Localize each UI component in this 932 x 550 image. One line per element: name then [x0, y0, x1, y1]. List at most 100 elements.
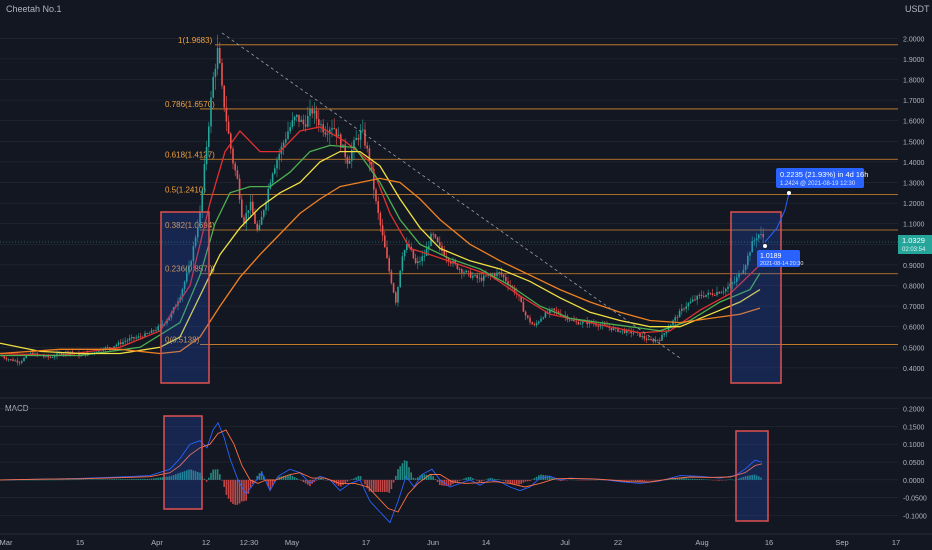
- macd-histogram-bar: [599, 479, 602, 481]
- macd-histogram-bar: [214, 469, 217, 480]
- macd-histogram-bar: [307, 479, 309, 485]
- current-price-tag: [898, 235, 932, 254]
- candle-body: [553, 308, 555, 311]
- macd-histogram-bar: [208, 477, 210, 480]
- candle-body: [736, 277, 738, 282]
- candle-body: [260, 216, 263, 225]
- projection-callout[interactable]: [776, 168, 864, 188]
- candle-body: [263, 210, 265, 217]
- macd-histogram-bar: [533, 478, 536, 480]
- candle-body: [302, 119, 305, 125]
- macd-histogram-bar: [480, 479, 483, 482]
- symbol-title: Cheetah No.1: [6, 4, 62, 14]
- macd-histogram-bar: [744, 476, 747, 480]
- macd-histogram-bar: [566, 479, 569, 481]
- candle-body: [170, 312, 173, 318]
- candle-body: [54, 356, 56, 358]
- macd-histogram-bar: [557, 479, 560, 481]
- macd-histogram-bar: [115, 479, 118, 480]
- marker-point: [763, 244, 767, 248]
- candle-body: [355, 137, 357, 141]
- price-tick-label: 1.3000: [903, 180, 925, 187]
- candle-body: [654, 339, 657, 342]
- macd-histogram-bar: [40, 479, 43, 481]
- candle-body: [667, 328, 670, 332]
- candle-body: [247, 210, 250, 214]
- macd-histogram-bar: [172, 475, 175, 480]
- macd-histogram-bar: [465, 477, 467, 480]
- candle-body: [434, 234, 437, 238]
- macd-histogram-bar: [56, 479, 58, 481]
- candle-body: [474, 275, 476, 276]
- price-marker[interactable]: [757, 250, 800, 267]
- price-axis[interactable]: 2.0000 1.9000 1.8000 1.7000 1.6000 1.5000 1.40…: [903, 36, 925, 373]
- candle-body: [483, 275, 485, 281]
- macd-highlight-april[interactable]: [163, 415, 203, 510]
- candle-body: [573, 319, 575, 322]
- macd-histogram-bar: [164, 476, 166, 480]
- macd-histogram-bar: [256, 475, 258, 480]
- macd-histogram-bar: [144, 478, 146, 480]
- macd-histogram-bar: [65, 479, 67, 481]
- candle-body: [208, 126, 210, 147]
- time-tick-label: 22: [614, 538, 622, 547]
- macd-histogram-bar: [197, 471, 199, 480]
- macd-histogram-bar: [670, 479, 672, 480]
- candle-body: [608, 327, 610, 328]
- macd-histogram-bar: [509, 479, 511, 484]
- macd-histogram-bar: [696, 478, 698, 480]
- signal-line: [0, 429, 763, 513]
- time-tick-label: Apr: [151, 538, 163, 547]
- time-axis[interactable]: Mar 15 Apr 12 12:30 May 17 Jun 14 Jul 22 Aug 16 Sep 17: [0, 538, 900, 547]
- macd-histogram-bar: [98, 479, 100, 480]
- macd-histogram-bar: [645, 479, 648, 481]
- fib-level-label: 0.618(1.4127): [165, 150, 215, 159]
- macd-histogram-bar: [190, 469, 192, 480]
- macd-histogram-bar: [637, 479, 639, 482]
- macd-histogram: [1, 460, 762, 505]
- price-tick-label: 0.9000: [903, 263, 925, 270]
- macd-histogram-bar: [260, 471, 263, 480]
- fib-level-label: 1(1.9683): [178, 36, 213, 45]
- macd-histogram-bar: [124, 479, 126, 480]
- candle-body: [219, 48, 221, 63]
- macd-histogram-bar: [249, 479, 252, 488]
- macd-histogram-bar: [194, 471, 197, 480]
- fib-level-label: 0.5(1.2410): [165, 186, 206, 195]
- macd-histogram-bar: [274, 479, 276, 483]
- macd-histogram-bar: [148, 478, 151, 480]
- macd-highlight-august[interactable]: [735, 430, 769, 522]
- candle-body: [291, 120, 294, 128]
- candle-body: [148, 333, 151, 334]
- candle-body: [12, 359, 14, 361]
- candle-body: [674, 317, 676, 321]
- macd-histogram-bar: [102, 479, 104, 480]
- highlight-box-august[interactable]: [730, 211, 782, 384]
- macd-histogram-bar: [298, 479, 300, 480]
- candle-body: [109, 347, 111, 348]
- candle-body: [428, 245, 430, 249]
- candle-body: [760, 233, 762, 235]
- highlight-box-april[interactable]: [160, 211, 210, 384]
- macd-histogram-bar: [390, 479, 393, 490]
- candle-body: [652, 340, 654, 342]
- candle-body: [106, 347, 109, 348]
- macd-histogram-bar: [487, 478, 489, 480]
- macd-histogram-bar: [412, 477, 415, 480]
- macd-histogram-bar: [489, 477, 492, 480]
- macd-histogram-bar: [27, 479, 30, 481]
- macd-lines: [0, 421, 763, 524]
- macd-tick-label: 0.0000: [903, 478, 925, 485]
- moving-average-line: [0, 150, 761, 355]
- macd-histogram-bar: [289, 474, 291, 480]
- macd-axis[interactable]: 0.2000 0.1500 0.1000 0.0500 0.0000 -0.0500 -0.…: [903, 407, 927, 521]
- macd-histogram-bar: [82, 479, 85, 480]
- macd-histogram-bar: [513, 479, 516, 484]
- macd-histogram-bar: [95, 479, 98, 480]
- macd-histogram-bar: [34, 479, 36, 481]
- candle-body: [340, 134, 342, 148]
- macd-histogram-bar: [736, 479, 738, 480]
- candle-body: [575, 321, 577, 323]
- candle-body: [201, 190, 203, 212]
